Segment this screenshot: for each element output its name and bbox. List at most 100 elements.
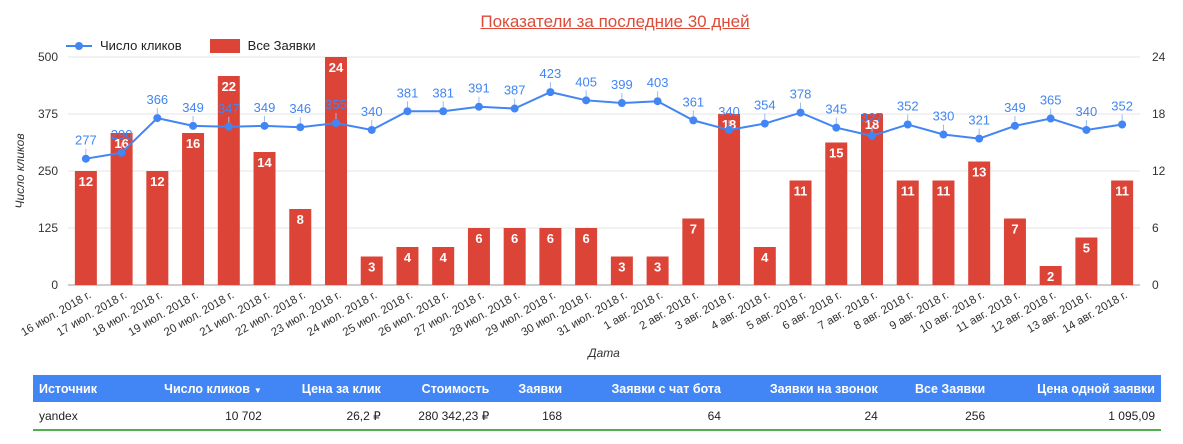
bar-value-label: 4 (404, 250, 412, 265)
legend-label-clicks: Число кликов (100, 38, 182, 53)
bar (682, 218, 705, 285)
bar-value-label: 6 (547, 231, 554, 246)
line-point (689, 116, 698, 125)
legend-item-clicks[interactable]: Число кликов (66, 38, 182, 53)
bar-value-label: 4 (440, 250, 448, 265)
col-header-cost[interactable]: Стоимость (386, 375, 496, 402)
chart-legend: Число кликов Все Заявки (66, 38, 344, 53)
bar-value-label: 24 (329, 60, 344, 75)
line-value-label: 381 (397, 85, 419, 100)
bar (1003, 218, 1026, 285)
line-point (367, 125, 376, 134)
line-point (939, 130, 948, 139)
col-header-clicks[interactable]: Число кликов ▼ (124, 375, 268, 402)
line-point (725, 125, 734, 134)
bar (896, 180, 919, 285)
line-point (760, 119, 769, 128)
y-right-tick-label: 12 (1152, 164, 1166, 178)
clicks-series-line (85, 91, 1123, 160)
col-header-chatbot-requests[interactable]: Заявки с чат бота (568, 375, 727, 402)
y-right-tick-label: 6 (1152, 221, 1159, 235)
y-axis-title: Число кликов (13, 133, 27, 208)
cell-call-requests: 24 (726, 402, 884, 431)
line-value-label: 405 (575, 74, 597, 89)
cell-cost: 280 342,23 ₽ (386, 402, 496, 431)
bar-value-label: 16 (186, 136, 200, 151)
bar-value-label: 11 (901, 184, 915, 199)
line-value-label: 378 (790, 87, 812, 102)
bar-value-label: 3 (654, 260, 661, 275)
line-value-label: 423 (540, 66, 562, 81)
line-series-swatch (66, 41, 92, 50)
y-left-tick-label: 125 (38, 221, 58, 235)
bar-value-label: 18 (865, 117, 879, 132)
col-header-cpc[interactable]: Цена за клик (267, 375, 387, 402)
line-point (582, 96, 591, 105)
y-right-tick-label: 0 (1152, 278, 1159, 292)
line-point (332, 119, 340, 128)
y-left-tick-label: 375 (38, 107, 58, 121)
bar-value-label: 11 (937, 184, 951, 199)
line-point (1082, 125, 1091, 134)
bar-value-label: 7 (690, 222, 697, 237)
line-point (796, 108, 805, 117)
bar-value-label: 3 (368, 260, 375, 275)
line-value-label: 403 (647, 75, 669, 90)
legend-item-requests[interactable]: Все Заявки (209, 38, 316, 53)
line-point (617, 99, 626, 108)
line-value-label: 290 (111, 127, 133, 142)
bar (110, 133, 133, 285)
line-point (81, 154, 90, 163)
bar (825, 142, 848, 285)
line-point (546, 88, 555, 97)
cell-clicks: 10 702 (124, 402, 268, 431)
bar (718, 114, 741, 285)
bar (539, 228, 562, 285)
bar-value-label: 7 (1011, 222, 1018, 237)
col-header-requests[interactable]: Заявки (495, 375, 569, 402)
col-header-source[interactable]: Источник (33, 375, 125, 402)
bar-value-label: 2 (1047, 269, 1054, 284)
line-value-label: 330 (933, 109, 955, 124)
line-point (868, 131, 876, 140)
bar (289, 209, 312, 285)
line-value-label: 361 (682, 94, 704, 109)
col-header-all-requests[interactable]: Все Заявки (883, 375, 992, 402)
line-value-label: 340 (1076, 104, 1098, 119)
bar-value-label: 15 (829, 146, 843, 161)
line-point (653, 97, 662, 106)
bar (74, 171, 97, 285)
bar (182, 133, 205, 285)
line-value-label: 277 (75, 133, 97, 148)
line-point (1046, 114, 1055, 123)
y-left-tick-label: 500 (38, 50, 58, 64)
line-point (403, 107, 412, 116)
bar-value-label: 5 (1083, 241, 1090, 256)
line-point (510, 104, 519, 113)
line-value-label: 346 (289, 101, 311, 116)
line-value-label: 355 (325, 97, 347, 112)
bar (610, 256, 633, 285)
y-right-tick-label: 18 (1152, 107, 1166, 121)
line-value-label: 381 (432, 85, 454, 100)
bar (1075, 237, 1098, 285)
bar (325, 57, 347, 285)
bar (932, 180, 955, 285)
line-value-label: 349 (1004, 100, 1026, 115)
col-header-cost-per-request[interactable]: Цена одной заявки (991, 375, 1161, 402)
bar (253, 152, 276, 285)
line-point (474, 102, 483, 111)
line-value-label: 352 (1111, 98, 1133, 113)
line-value-label: 399 (611, 77, 633, 92)
bar (396, 247, 419, 285)
line-value-label: 349 (182, 100, 204, 115)
bar (1039, 266, 1062, 285)
col-header-call-requests[interactable]: Заявки на звонок (726, 375, 884, 402)
legend-label-requests: Все Заявки (247, 38, 316, 53)
bar (503, 228, 526, 285)
sort-desc-icon[interactable]: ▼ (253, 385, 262, 395)
bar (753, 247, 776, 285)
line-value-label: 345 (825, 102, 847, 117)
line-point (189, 121, 198, 130)
